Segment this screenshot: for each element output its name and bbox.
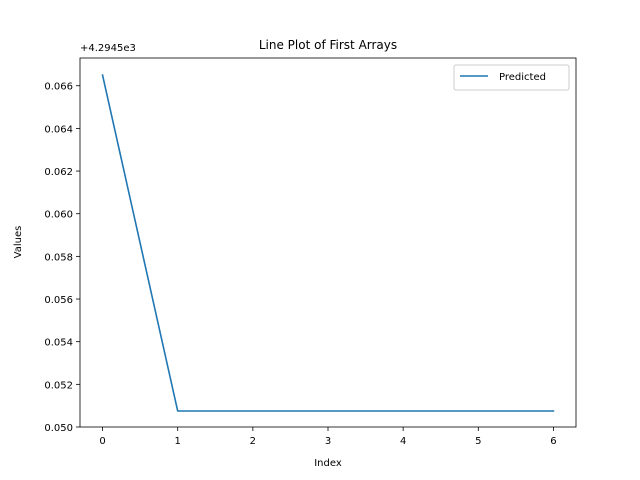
x-tick-label: 3 xyxy=(325,436,331,447)
y-tick-label: 0.064 xyxy=(44,124,73,135)
x-tick-label: 1 xyxy=(175,436,181,447)
y-tick-label: 0.066 xyxy=(44,82,73,93)
x-axis-label: Index xyxy=(314,458,342,469)
series-layer xyxy=(101,74,555,412)
y-tick-label: 0.056 xyxy=(44,295,73,306)
y-tick-label: 0.050 xyxy=(44,423,73,434)
y-tick-label: 0.060 xyxy=(44,210,73,221)
y-tick-label: 0.054 xyxy=(44,338,73,349)
legend-box xyxy=(453,64,570,91)
y-tick-label: 0.052 xyxy=(44,380,73,391)
series-line-1 xyxy=(101,74,555,412)
x-tick-label: 2 xyxy=(250,436,256,447)
y-axis-ticks: 0.050 0.052 0.054 0.056 0.058 0.060 0.062 0.064… xyxy=(44,82,80,434)
y-axis-offset-label: +4.2945e3 xyxy=(80,43,136,54)
plot-area xyxy=(80,58,576,427)
legend: Predicted xyxy=(453,64,570,91)
legend-label: Predicted xyxy=(499,72,546,83)
x-tick-label: 5 xyxy=(475,436,481,447)
x-axis-ticks: 0 1 2 3 4 5 6 xyxy=(99,427,557,447)
x-tick-label: 6 xyxy=(550,436,556,447)
y-tick-label: 0.062 xyxy=(44,167,73,178)
x-tick-label: 4 xyxy=(400,436,406,447)
x-tick-label: 0 xyxy=(99,436,105,447)
plot-frame xyxy=(79,57,577,428)
y-axis-label: Values xyxy=(13,226,24,259)
y-tick-label: 0.058 xyxy=(44,252,73,263)
chart-title: Line Plot of First Arrays xyxy=(259,38,397,52)
